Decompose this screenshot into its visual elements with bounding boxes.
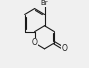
Text: O: O	[32, 38, 38, 47]
Text: O: O	[61, 44, 67, 53]
Text: Br: Br	[41, 0, 48, 6]
